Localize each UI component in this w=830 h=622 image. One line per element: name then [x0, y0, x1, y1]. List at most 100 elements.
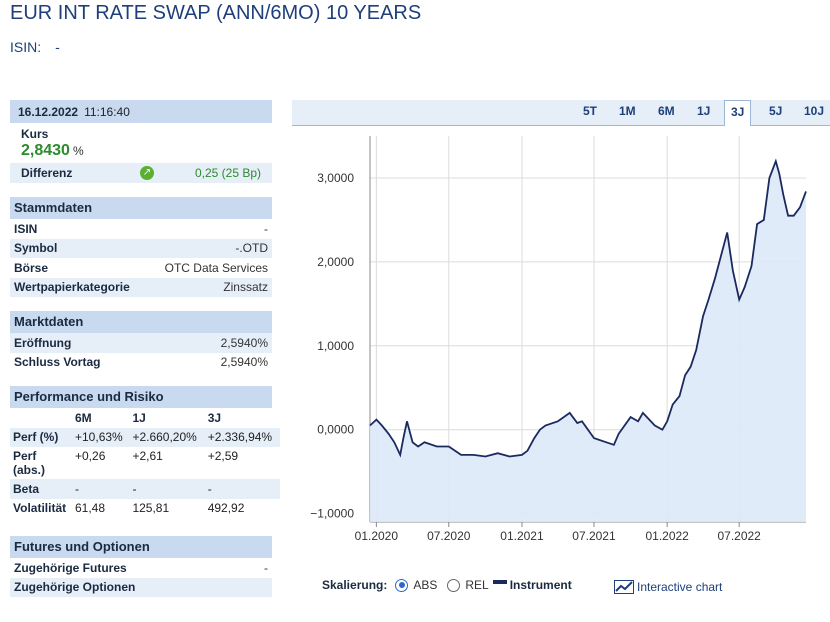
differenz-label: Differenz: [21, 166, 73, 180]
table-row: Beta - - -: [10, 479, 280, 499]
scale-label: Skalierung:: [322, 578, 388, 592]
futures-header: Futures und Optionen: [10, 536, 272, 558]
x-tick-label: 07.2022: [717, 529, 761, 543]
instrument-label: Instrument: [509, 578, 572, 592]
isin-label: ISIN:: [10, 39, 42, 55]
price-chart[interactable]: 3,0000 2,0000 1,0000 0,0000 −1,0000 01.2020 07…: [292, 126, 830, 559]
tab-1j[interactable]: 1J: [697, 104, 711, 118]
tab-5j[interactable]: 5J: [769, 104, 783, 118]
table-cell: +2,59: [207, 449, 239, 463]
table-row: Perf (%) +10,63% +2.660,20% +2.336,94%: [10, 427, 280, 447]
x-tick-label: 01.2021: [500, 529, 544, 543]
isin-value: -: [55, 39, 60, 55]
row-label: Schluss Vortag: [14, 355, 101, 370]
x-tick-label: 07.2020: [427, 529, 471, 543]
tab-3j[interactable]: 3J: [724, 100, 752, 126]
quote-date: 16.12.2022: [18, 104, 79, 119]
futures-row: Zugehörige Futures -: [10, 558, 272, 578]
differenz-row: Differenz ↗ 0,25 (25 Bp): [10, 163, 272, 183]
rel-radio[interactable]: [447, 578, 461, 592]
table-cell: -: [75, 481, 79, 496]
tab-10j[interactable]: 10J: [804, 104, 825, 118]
row-label: Perf (%): [13, 430, 59, 445]
tab-1m[interactable]: 1M: [619, 104, 636, 118]
table-row: Volatilität 61,48 125,81 492,92: [10, 499, 280, 519]
differenz-value: 0,25 (25 Bp): [194, 166, 261, 180]
marktdaten-row: Schluss Vortag 2,5940%: [10, 353, 272, 373]
marktdaten-header: Marktdaten: [10, 311, 272, 333]
row-value: -: [264, 221, 268, 236]
table-cell: 125,81: [132, 501, 170, 516]
row-label: Zugehörige Optionen: [14, 580, 136, 595]
instrument-swatch: [492, 580, 507, 584]
timeframe-tabs: 5T 1M 6M 1J 3J 5J 10J: [292, 100, 830, 126]
kurs-value: 2,8430%: [10, 141, 272, 163]
table-cell: +2.336,94%: [207, 430, 273, 445]
table-cell: 492,92: [207, 501, 245, 516]
table-cell: +2.660,20%: [132, 430, 197, 445]
y-tick-label: 2,0000: [317, 255, 354, 269]
row-label: Wertpapierkategorie: [14, 280, 130, 295]
column-header: 1J: [132, 410, 146, 425]
left-panel: 16.12.2022 11:16:40 Kurs 2,8430% Differe…: [10, 100, 280, 597]
arrow-up-right-icon: ↗: [140, 166, 154, 180]
row-label: Beta: [13, 481, 40, 496]
stammdaten-row: ISIN -: [10, 219, 272, 239]
row-label: Volatilität: [13, 501, 67, 516]
column-header: 3J: [207, 410, 222, 425]
row-label: Symbol: [14, 241, 58, 256]
row-label: Börse: [14, 260, 49, 275]
row-value: OTC Data Services: [164, 260, 268, 275]
table-cell: +10,63%: [75, 430, 123, 445]
stammdaten-row: Wertpapierkategorie Zinssatz: [10, 277, 272, 297]
row-label: Eröffnung: [14, 335, 72, 350]
kurs-unit: %: [72, 144, 84, 158]
y-tick-label: 1,0000: [317, 339, 354, 353]
row-label: Perf (abs.): [13, 449, 46, 477]
empty-cell: [10, 408, 72, 428]
y-tick-label: −1,0000: [310, 507, 354, 521]
x-tick-label: 01.2020: [355, 529, 399, 543]
y-tick-label: 3,0000: [317, 171, 354, 185]
tab-6m[interactable]: 6M: [658, 104, 675, 118]
isin-line: ISIN: -: [10, 39, 60, 55]
table-cell: -: [207, 481, 212, 496]
table-cell: 61,48: [75, 501, 106, 516]
marktdaten-row: Eröffnung 2,5940%: [10, 333, 272, 353]
column-header: 6M: [75, 410, 92, 425]
row-label: Zugehörige Futures: [14, 560, 127, 575]
row-value: 2,5940%: [220, 355, 268, 370]
row-value: 2,5940%: [220, 335, 268, 350]
stammdaten-row: Börse OTC Data Services: [10, 258, 272, 278]
y-tick-label: 0,0000: [317, 423, 354, 437]
row-value: Zinssatz: [223, 280, 268, 295]
row-value: -.OTD: [235, 241, 268, 256]
table-cell: +2,61: [132, 449, 163, 463]
table-row: Perf (abs.) +0,26 +2,61 +2,59: [10, 447, 280, 479]
quote-time: 11:16:40: [84, 104, 130, 119]
series-area: [370, 161, 806, 522]
abs-label[interactable]: ABS: [413, 578, 438, 592]
futures-row: Zugehörige Optionen: [10, 577, 272, 597]
table-cell: -: [132, 481, 137, 496]
chart-icon: [614, 580, 634, 594]
series-line: [369, 158, 807, 458]
abs-radio[interactable]: [395, 578, 409, 592]
performance-table: 6M 1J 3J Perf (%) +10,63% +2.660,20% +2.…: [10, 408, 280, 518]
row-value: -: [264, 560, 268, 575]
quote-datetime: 16.12.2022 11:16:40: [10, 100, 272, 123]
row-label: ISIN: [14, 221, 38, 236]
table-cell: +0,26: [75, 449, 106, 463]
performance-header: Performance und Risiko: [10, 386, 272, 408]
interactive-chart-label: Interactive chart: [637, 580, 723, 594]
rel-label[interactable]: REL: [465, 578, 489, 592]
stammdaten-header: Stammdaten: [10, 197, 272, 219]
kurs-number: 2,8430: [21, 142, 70, 159]
kurs-label: Kurs: [21, 127, 49, 141]
x-tick-label: 07.2021: [572, 529, 616, 543]
page-title: EUR INT RATE SWAP (ANN/6MO) 10 YEARS: [10, 2, 422, 24]
tab-5t[interactable]: 5T: [583, 104, 598, 118]
x-tick-label: 01.2022: [645, 529, 689, 543]
interactive-chart-link[interactable]: Interactive chart: [614, 580, 722, 594]
